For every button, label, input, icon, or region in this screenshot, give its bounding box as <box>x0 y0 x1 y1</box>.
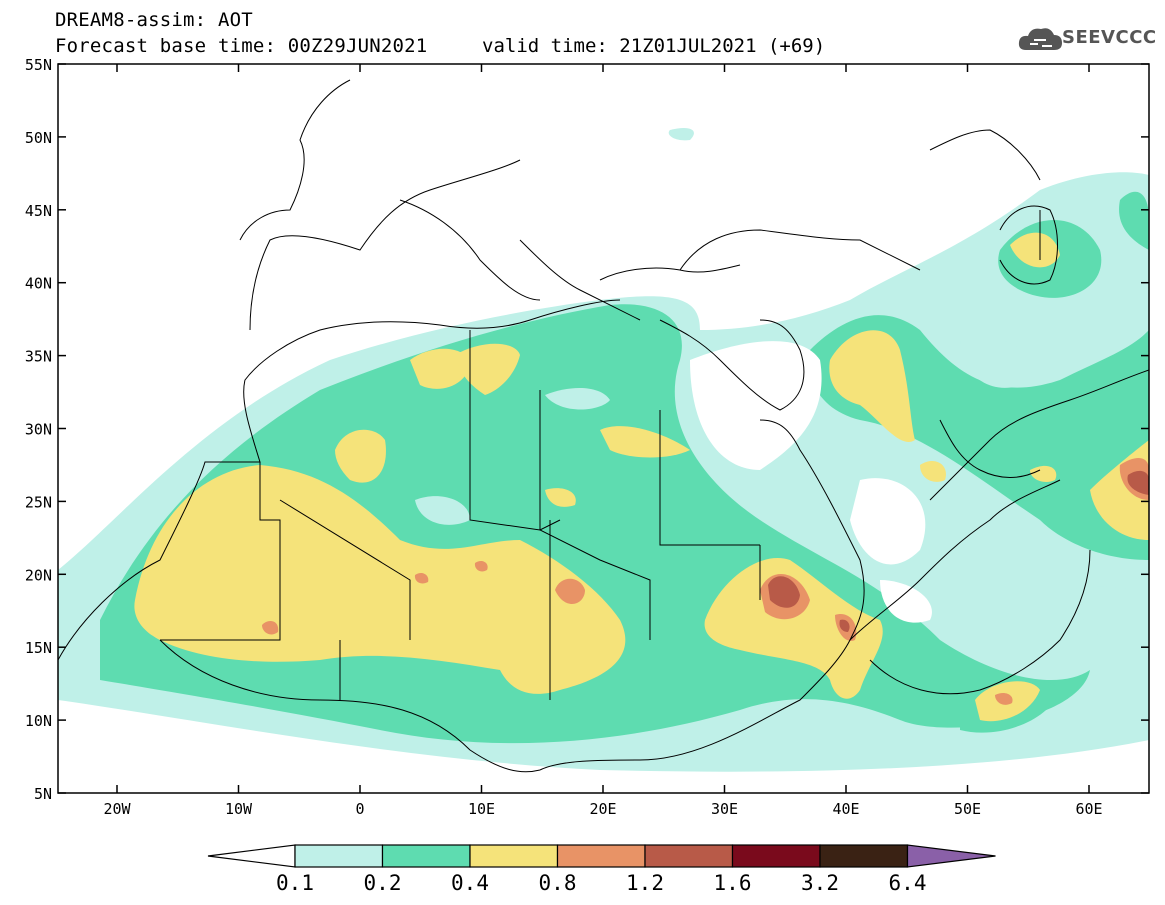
lat-label: 25N <box>25 493 52 511</box>
colorbar-segment <box>469 844 559 868</box>
colorbar-segment <box>644 844 734 868</box>
lon-label: 60E <box>1075 800 1102 818</box>
colorbar-label: 0.4 <box>451 871 489 895</box>
lon-label: 20W <box>103 800 131 818</box>
colorbar-segment <box>819 844 909 868</box>
lat-axis: 55N 50N 45N 40N 35N 30N 25N 20N 15N 10N 5N <box>25 56 1149 803</box>
lon-label: 10W <box>225 800 253 818</box>
aot-shading <box>58 128 1149 793</box>
lat-label: 35N <box>25 348 52 366</box>
coastlines <box>58 79 1149 773</box>
chart-title: DREAM8-assim: AOT <box>55 9 253 31</box>
lat-label: 20N <box>25 566 52 584</box>
colorbar-segment <box>731 844 821 868</box>
colorbar-under-arrow <box>207 844 296 868</box>
lat-label: 30N <box>25 421 52 439</box>
cloud-icon <box>1018 28 1062 50</box>
lon-axis: 20W 10W 0 10E 20E 30E 40E 50E 60E <box>103 64 1103 818</box>
lon-label: 0 <box>355 800 364 818</box>
forecast-base-time: Forecast base time: 00Z29JUN2021 <box>55 35 428 57</box>
colorbar-over-arrow <box>906 844 996 868</box>
colorbar-label: 0.1 <box>276 871 314 895</box>
lon-label: 20E <box>589 800 616 818</box>
colorbar-label: 6.4 <box>888 871 927 895</box>
lon-label: 40E <box>832 800 859 818</box>
logo-text: SEEVCCC <box>1062 27 1157 48</box>
lat-label: 45N <box>25 202 52 220</box>
lat-label: 15N <box>25 639 52 657</box>
lat-label: 50N <box>25 129 52 147</box>
colorbar <box>207 844 996 868</box>
colorbar-segment <box>381 844 471 868</box>
colorbar-label: 1.2 <box>626 871 664 895</box>
colorbar-segment <box>556 844 646 868</box>
colorbar-segment <box>294 844 384 868</box>
colorbar-label: 0.2 <box>363 871 402 895</box>
lon-label: 10E <box>468 800 495 818</box>
colorbar-label: 1.6 <box>713 871 752 895</box>
colorbar-label: 0.8 <box>538 871 577 895</box>
lat-label: 40N <box>25 275 52 293</box>
colorbar-label: 3.2 <box>801 871 839 895</box>
lat-label: 5N <box>34 785 52 803</box>
lat-label: 55N <box>25 56 52 74</box>
lon-label: 30E <box>711 800 738 818</box>
valid-time: valid time: 21Z01JUL2021 (+69) <box>482 35 826 57</box>
lon-label: 50E <box>954 800 981 818</box>
lat-label: 10N <box>25 712 52 730</box>
